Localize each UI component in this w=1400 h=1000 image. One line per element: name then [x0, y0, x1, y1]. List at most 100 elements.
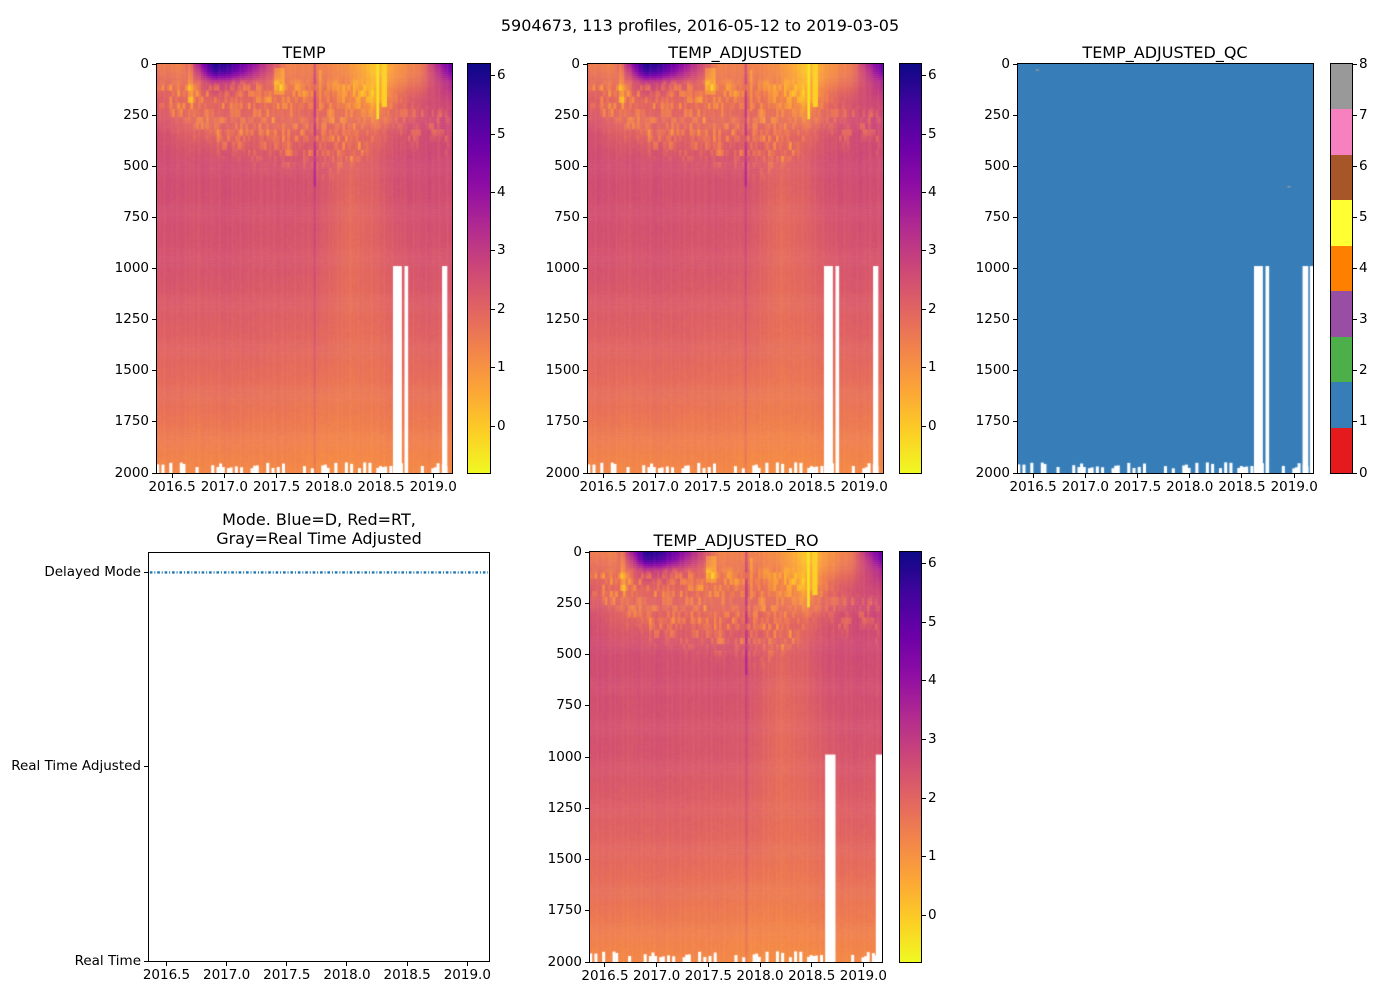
y-tick-mark: [583, 63, 587, 65]
mode-title-line2: Gray=Real Time Adjusted: [216, 528, 422, 548]
colorbar-tick-mark: [922, 856, 926, 858]
x-tick-mark: [862, 963, 864, 967]
y-tick-mark: [144, 571, 148, 573]
y-tick-mark: [1013, 319, 1017, 321]
x-tick-label: 2019.0: [839, 968, 888, 984]
y-tick-mark: [585, 551, 589, 553]
colorbar-tick-label: 6: [1359, 157, 1368, 174]
x-tick-mark: [466, 962, 468, 966]
colorbar-tick-label: 3: [928, 730, 937, 747]
x-tick-label: 2017.5: [263, 967, 311, 983]
y-tick-mark: [583, 165, 587, 167]
y-tick-mark: [585, 910, 589, 912]
y-tick-label: 1250: [547, 799, 582, 816]
y-tick-label: 250: [554, 106, 580, 123]
x-tick-mark: [602, 474, 604, 478]
y-tick-label: 500: [554, 157, 580, 174]
subplot-title-temp-adjusted-ro: TEMP_ADJUSTED_RO: [653, 531, 819, 550]
y-tick-label: 1500: [547, 851, 582, 867]
colorbar-tick-label: 0: [497, 417, 506, 434]
y-tick-mark: [583, 370, 587, 372]
y-tick-mark: [583, 114, 587, 116]
colorbar-tick-label: 4: [928, 184, 937, 201]
x-tick-label: 2018.0: [1166, 479, 1214, 495]
y-tick-label: 1750: [114, 413, 149, 430]
y-tick-label: 750: [556, 697, 582, 714]
colorbar-tick-mark: [922, 308, 926, 310]
x-tick-mark: [707, 474, 709, 478]
x-tick-label: 2018.5: [788, 968, 836, 984]
y-tick-label: 1000: [547, 748, 582, 765]
x-tick-mark: [286, 962, 288, 966]
colorbar-tick-label: 7: [1359, 106, 1368, 123]
x-tick-mark: [1084, 474, 1086, 478]
y-tick-label: 2000: [545, 464, 580, 481]
colorbar-tick-label: 3: [928, 242, 937, 259]
colorbar-tick-mark: [491, 75, 495, 77]
colorbar-tick-mark: [922, 563, 926, 565]
y-tick-mark: [583, 421, 587, 423]
colorbar-tick-label: 6: [928, 555, 937, 572]
colorbar-tick-label: 2: [1359, 362, 1368, 379]
y-tick-label: 0: [140, 55, 149, 72]
y-tick-label: 1750: [545, 413, 580, 430]
x-tick-label: 2017.0: [633, 968, 681, 984]
qc-flag-color-5: [1331, 200, 1352, 247]
y-tick-label: 750: [123, 208, 149, 225]
y-tick-mark: [152, 319, 156, 321]
y-tick-label: 0: [1001, 55, 1010, 72]
figure-title: 5904673, 113 profiles, 2016-05-12 to 201…: [500, 16, 900, 35]
x-tick-label: 2019.0: [443, 967, 491, 983]
x-tick-mark: [863, 474, 865, 478]
colorbar-tick-label: 1: [497, 359, 506, 376]
y-tick-label: 750: [984, 208, 1010, 225]
qc-flag-colorbar: [1330, 63, 1353, 474]
x-tick-mark: [604, 963, 606, 967]
qc-flag-color-2: [1331, 336, 1352, 383]
y-tick-mark: [585, 705, 589, 707]
subplot-title-temp-adjusted-qc: TEMP_ADJUSTED_QC: [1082, 43, 1248, 62]
y-tick-mark: [583, 216, 587, 218]
temp-adjusted-heatmap-canvas: [588, 64, 883, 473]
x-tick-mark: [656, 963, 658, 967]
y-tick-label: 250: [556, 594, 582, 611]
x-tick-label: 2016.5: [581, 968, 629, 984]
x-tick-mark: [654, 474, 656, 478]
x-tick-label: 2016.5: [1009, 479, 1057, 495]
colorbar-tick-mark: [491, 133, 495, 135]
x-tick-label: 2017.0: [203, 967, 251, 983]
colorbar-tick-mark: [491, 250, 495, 252]
qc-flag-color-1: [1331, 382, 1352, 429]
y-tick-mark: [152, 165, 156, 167]
x-tick-label: 2017.5: [683, 479, 732, 495]
colorbar-tick-mark: [922, 738, 926, 740]
colorbar-tick-label: 8: [1359, 55, 1368, 72]
y-tick-mark: [152, 421, 156, 423]
colorbar-tick-mark: [922, 425, 926, 427]
y-tick-mark: [583, 472, 587, 474]
y-tick-label: 250: [123, 106, 149, 123]
y-tick-label: 1000: [975, 260, 1010, 276]
qc-flag-color-3: [1331, 291, 1352, 338]
x-tick-mark: [811, 474, 813, 478]
y-tick-mark: [152, 268, 156, 269]
subplot-title-mode: Mode. Blue=D, Red=RT, Gray=Real Time Adj…: [169, 510, 469, 548]
y-tick-mark: [583, 268, 587, 269]
y-tick-label: 750: [554, 208, 580, 225]
y-tick-mark: [1013, 421, 1017, 423]
qc-flag-color-6: [1331, 154, 1352, 201]
x-tick-mark: [1137, 474, 1139, 478]
y-tick-label: 0: [573, 543, 582, 560]
y-tick-label: 1750: [547, 902, 582, 919]
colorbar-tick-mark: [491, 308, 495, 310]
mode-plot: [149, 571, 489, 574]
x-tick-label: 2018.0: [305, 479, 353, 495]
colorbar-tick-mark: [922, 680, 926, 682]
colorbar-tick-mark: [491, 367, 495, 369]
x-tick-mark: [759, 963, 761, 967]
colorbar-tick-mark: [922, 797, 926, 799]
x-tick-mark: [223, 474, 225, 478]
y-tick-mark: [1013, 216, 1017, 218]
x-tick-label: 2018.0: [323, 967, 371, 983]
x-tick-mark: [171, 474, 173, 478]
